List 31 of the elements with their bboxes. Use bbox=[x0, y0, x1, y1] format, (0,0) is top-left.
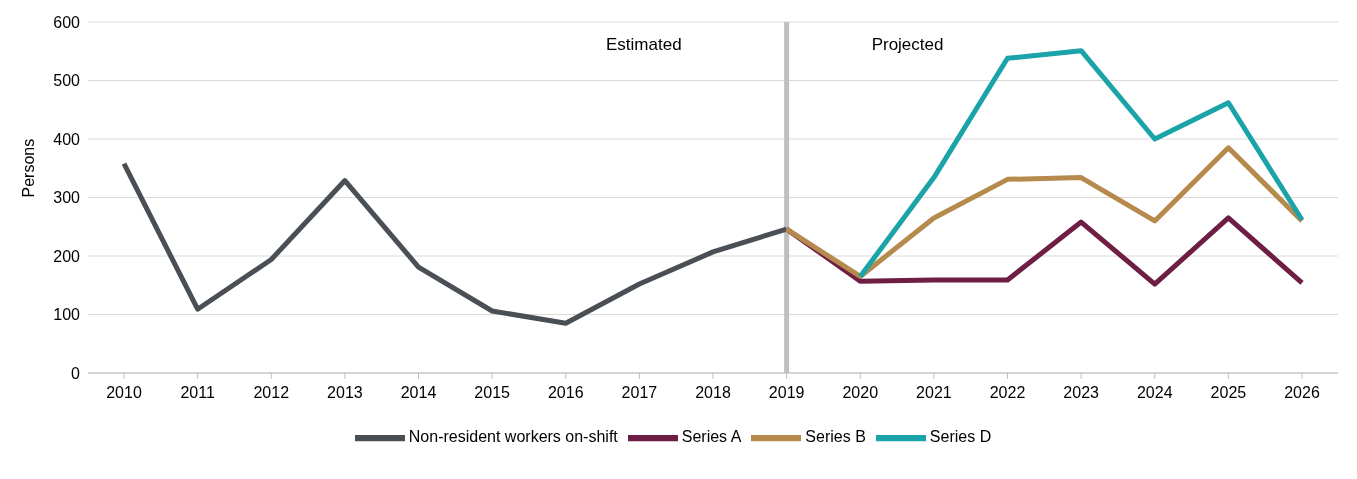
x-tick-label: 2020 bbox=[842, 384, 879, 402]
legend-label: Series D bbox=[929, 428, 992, 446]
x-tick-label: 2026 bbox=[1284, 384, 1320, 402]
legend-label: Non-resident workers on-shift bbox=[408, 428, 618, 446]
x-tick-label: 2018 bbox=[695, 384, 731, 402]
y-tick-label: 300 bbox=[53, 189, 81, 207]
legend-label: Series A bbox=[681, 428, 742, 446]
y-tick-label: 100 bbox=[53, 306, 81, 324]
x-tick-label: 2023 bbox=[1063, 384, 1100, 402]
x-tick-label: 2015 bbox=[474, 384, 511, 402]
y-tick-label: 0 bbox=[71, 364, 81, 382]
x-tick-label: 2021 bbox=[916, 384, 952, 402]
x-tick-label: 2013 bbox=[327, 384, 363, 402]
x-tick-label: 2016 bbox=[547, 384, 584, 402]
y-tick-label: 600 bbox=[53, 13, 81, 31]
y-tick-label: 500 bbox=[53, 72, 81, 90]
y-tick-label: 400 bbox=[53, 130, 81, 148]
x-tick-label: 2014 bbox=[400, 384, 437, 402]
y-tick-label: 200 bbox=[53, 247, 81, 265]
x-tick-label: 2010 bbox=[106, 384, 142, 402]
x-tick-label: 2025 bbox=[1210, 384, 1247, 402]
annotation: Estimated bbox=[606, 35, 682, 54]
x-tick-label: 2011 bbox=[180, 384, 215, 402]
x-tick-label: 2022 bbox=[989, 384, 1026, 402]
y-axis-title: Persons bbox=[19, 138, 37, 198]
x-tick-label: 2024 bbox=[1136, 384, 1173, 402]
legend-label: Series B bbox=[805, 428, 866, 446]
annotation: Projected bbox=[871, 35, 944, 54]
x-tick-label: 2019 bbox=[768, 384, 805, 402]
x-tick-label: 2017 bbox=[621, 384, 658, 402]
x-tick-label: 2012 bbox=[253, 384, 290, 402]
